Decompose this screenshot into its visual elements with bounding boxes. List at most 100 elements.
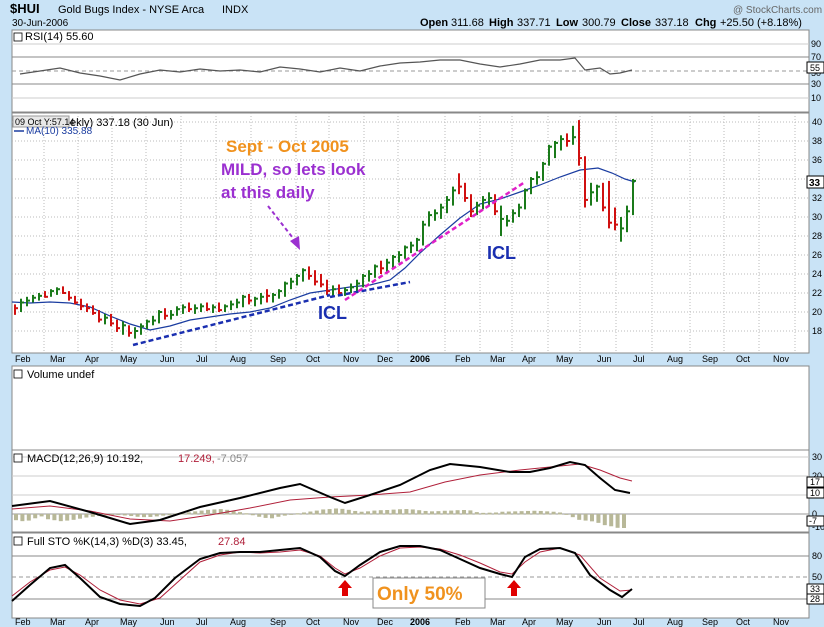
month-tick-label: Apr [522,354,536,364]
month-tick-label: Jul [196,354,208,364]
macd-histogram-bar [295,513,300,515]
macd-histogram-bar [282,514,287,516]
month-tick-label: Mar [490,354,506,364]
rsi-badge: 55 [810,63,820,73]
macd-histogram-bar [161,514,166,516]
month-tick-label: Aug [230,617,246,627]
macd-histogram-bar [532,510,537,515]
price-panel: 09 Oct Y:57.14 ekly) 337.18 (30 Jun) MA(… [11,112,824,354]
month-tick-label: May [556,354,574,364]
macd-histogram-bar [602,514,607,526]
macd-histogram-bar [20,514,25,522]
macd-histogram-bar [570,514,575,518]
month-tick-label: Feb [15,354,31,364]
month-tick-label: Feb [15,617,31,627]
macd-histogram-bar [52,514,57,521]
month-tick-label: Jun [160,617,175,627]
chart-index-type: INDX [222,4,249,16]
macd-histogram-bar [33,514,38,519]
macd-label: MACD(12,26,9) 10.192, [27,453,143,465]
price-tick-40: 40 [812,117,822,127]
arrow-up-icon [338,580,352,596]
macd-histogram-bar [404,509,409,515]
macd-histogram-bar [506,511,511,515]
macd-histogram-bar [340,508,345,515]
macd-histogram-bar [391,509,396,515]
month-tick-label: Jul [633,354,645,364]
macd-histogram-bar [142,514,146,518]
rsi-tick-90: 90 [811,39,821,49]
macd-histogram-bar [276,514,281,517]
macd-signal-value: 17.249, [178,453,215,465]
macd-histogram-bar [436,511,441,515]
macd-histogram-bar [327,509,332,515]
high-label: High [489,17,514,29]
month-tick-label: Mar [50,617,66,627]
month-tick-label: Feb [455,354,471,364]
month-tick-label: May [120,617,138,627]
macd-histogram-bar [244,513,249,515]
sto-badge-2: 28 [810,594,820,604]
macd-histogram-bar [398,509,402,515]
macd-histogram-bar [39,514,44,517]
rsi-tick-10: 10 [811,93,821,103]
macd-histogram-bar [199,510,204,515]
macd-histogram-bar [359,511,364,515]
rsi-tick-70: 70 [811,52,821,62]
macd-tick-30: 30 [812,452,822,462]
macd-histogram-bar [353,510,358,515]
chart-date: 30-Jun-2006 [12,18,69,29]
macd-histogram-bar [615,514,620,528]
macd-histogram-bar [462,510,466,515]
chg-label: Chg [695,17,716,29]
macd-histogram-bar [238,512,242,515]
month-tick-label: 2006 [410,354,430,364]
month-tick-label: Mar [490,617,506,627]
watermark: @ StockCharts.com [733,5,822,16]
macd-tick-20: 20 [812,471,822,481]
sto-badge-1: 33 [810,584,820,594]
month-tick-label: Apr [85,617,99,627]
macd-badge-3: -7 [809,516,817,526]
macd-histogram-bar [78,514,82,519]
chg-value: +25.50 (+8.18%) [720,17,802,29]
macd-histogram-bar [122,514,127,516]
month-tick-label: Jun [597,617,612,627]
month-tick-label: Jul [196,617,208,627]
price-tick-24: 24 [812,269,822,279]
macd-histogram-bar [263,514,268,518]
high-value: 337.71 [517,17,551,29]
macd-histogram-bar [334,508,338,515]
icl-label-2: ICL [487,243,516,263]
month-tick-label: Aug [667,617,683,627]
arrow-up-icon [507,580,521,596]
price-tick-28: 28 [812,231,822,241]
close-value: 337.18 [655,17,689,29]
macd-histogram-bar [519,511,524,515]
macd-histogram-bar [577,514,582,520]
macd-histogram-bar [417,510,422,515]
month-tick-label: Oct [736,354,751,364]
macd-tick-0: 0 [812,509,817,519]
month-tick-label: Sep [702,354,718,364]
macd-histogram-bar [212,509,217,515]
macd-histogram-bar [14,514,18,521]
annotation-mild: MILD, so lets look [221,160,366,179]
macd-histogram-bar [583,514,588,521]
price-tick-22: 22 [812,288,822,298]
month-tick-label: Feb [455,617,471,627]
macd-histogram-bar [494,512,498,515]
macd-histogram-bar [558,512,562,515]
month-tick-label: Dec [377,617,394,627]
macd-histogram-bar [468,510,473,515]
macd-histogram-bar [545,511,550,515]
macd-histogram-bar [366,511,370,515]
macd-histogram-bar [609,514,614,527]
macd-histogram-bar [513,511,518,515]
sto-label: Full STO %K(14,3) %D(3) 33.45, [27,536,187,548]
month-tick-label: Sep [270,354,286,364]
month-tick-label: Nov [773,617,790,627]
month-tick-label: Oct [306,354,321,364]
month-tick-label: May [556,617,574,627]
sto-d-value: 27.84 [218,536,246,548]
